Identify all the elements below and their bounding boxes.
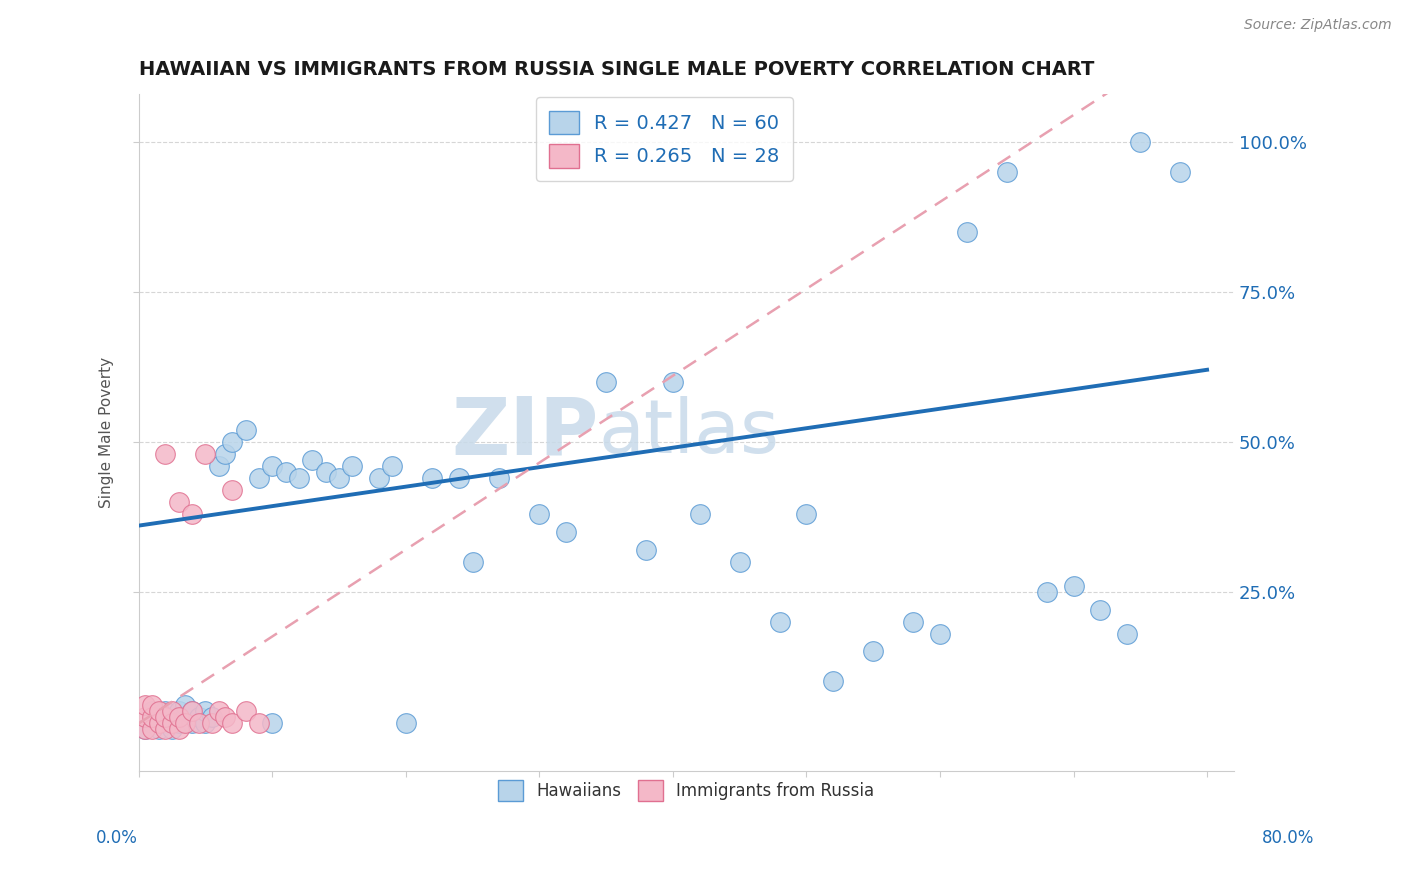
Point xyxy=(488,471,510,485)
Point xyxy=(155,723,177,737)
Point xyxy=(181,507,204,521)
Point xyxy=(422,471,444,485)
Point xyxy=(636,542,658,557)
Point xyxy=(155,447,177,461)
Point xyxy=(214,710,236,724)
Point xyxy=(274,465,297,479)
Point xyxy=(247,716,270,731)
Point xyxy=(728,555,751,569)
Point xyxy=(1116,626,1139,640)
Point xyxy=(160,705,183,719)
Point xyxy=(662,375,685,389)
Point xyxy=(181,716,204,731)
Point xyxy=(201,710,224,724)
Point xyxy=(141,698,163,713)
Text: HAWAIIAN VS IMMIGRANTS FROM RUSSIA SINGLE MALE POVERTY CORRELATION CHART: HAWAIIAN VS IMMIGRANTS FROM RUSSIA SINGL… xyxy=(139,60,1094,78)
Point xyxy=(141,723,163,737)
Point xyxy=(160,716,183,731)
Point xyxy=(395,716,418,731)
Point xyxy=(160,723,183,737)
Point xyxy=(134,698,156,713)
Point xyxy=(194,705,217,719)
Point xyxy=(288,471,311,485)
Point xyxy=(449,471,471,485)
Point xyxy=(461,555,484,569)
Point xyxy=(1170,165,1192,179)
Point xyxy=(262,716,284,731)
Y-axis label: Single Male Poverty: Single Male Poverty xyxy=(100,357,114,508)
Text: 80.0%: 80.0% xyxy=(1263,829,1315,847)
Point xyxy=(148,716,170,731)
Point xyxy=(956,225,979,239)
Point xyxy=(555,524,578,539)
Point xyxy=(194,716,217,731)
Point xyxy=(134,723,156,737)
Point xyxy=(381,458,404,473)
Point xyxy=(167,716,190,731)
Point xyxy=(155,710,177,724)
Point xyxy=(174,710,197,724)
Point xyxy=(167,723,190,737)
Point xyxy=(208,458,231,473)
Point xyxy=(315,465,337,479)
Legend: Hawaiians, Immigrants from Russia: Hawaiians, Immigrants from Russia xyxy=(485,767,887,814)
Point xyxy=(187,710,209,724)
Point xyxy=(769,615,792,629)
Point xyxy=(174,716,197,731)
Point xyxy=(201,716,224,731)
Point xyxy=(342,458,364,473)
Point xyxy=(208,705,231,719)
Text: atlas: atlas xyxy=(599,396,779,469)
Point xyxy=(247,471,270,485)
Point xyxy=(181,705,204,719)
Point xyxy=(134,723,156,737)
Point xyxy=(1129,135,1152,149)
Point xyxy=(235,423,257,437)
Point xyxy=(214,447,236,461)
Point xyxy=(187,716,209,731)
Text: Source: ZipAtlas.com: Source: ZipAtlas.com xyxy=(1244,19,1392,32)
Point xyxy=(155,705,177,719)
Point xyxy=(221,483,243,497)
Point xyxy=(929,626,952,640)
Point xyxy=(148,723,170,737)
Point xyxy=(1090,602,1112,616)
Point xyxy=(301,452,323,467)
Point xyxy=(167,494,190,508)
Point xyxy=(221,716,243,731)
Point xyxy=(995,165,1018,179)
Text: 0.0%: 0.0% xyxy=(96,829,138,847)
Point xyxy=(328,471,350,485)
Point xyxy=(796,507,818,521)
Point xyxy=(194,447,217,461)
Point xyxy=(155,716,177,731)
Point xyxy=(595,375,617,389)
Point xyxy=(141,710,163,724)
Point xyxy=(181,705,204,719)
Point xyxy=(148,705,170,719)
Point xyxy=(262,458,284,473)
Point xyxy=(160,710,183,724)
Point xyxy=(1063,578,1085,592)
Point xyxy=(1036,584,1059,599)
Point xyxy=(823,674,845,689)
Point xyxy=(167,710,190,724)
Point xyxy=(174,698,197,713)
Point xyxy=(148,710,170,724)
Point xyxy=(141,705,163,719)
Point xyxy=(134,710,156,724)
Point xyxy=(221,434,243,449)
Point xyxy=(141,716,163,731)
Point xyxy=(167,705,190,719)
Point xyxy=(529,507,551,521)
Point xyxy=(235,705,257,719)
Point xyxy=(689,507,711,521)
Point xyxy=(368,471,391,485)
Point xyxy=(862,644,884,658)
Text: ZIP: ZIP xyxy=(451,393,599,472)
Point xyxy=(903,615,925,629)
